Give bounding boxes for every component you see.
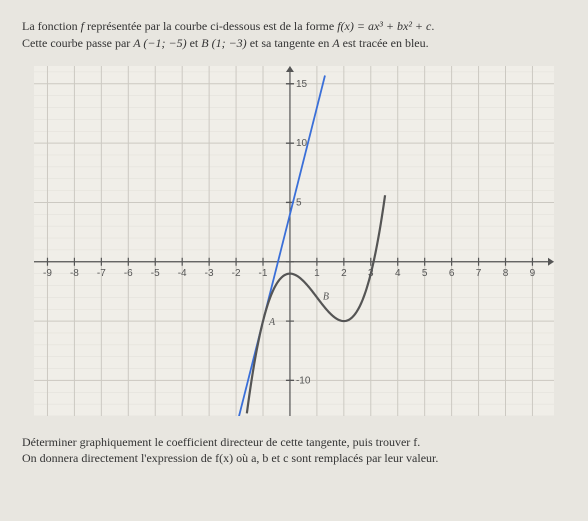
problem-line-1: La fonction f représentée par la courbe … — [22, 18, 566, 35]
svg-text:-9: -9 — [43, 267, 52, 278]
svg-text:-3: -3 — [205, 267, 214, 278]
svg-text:8: 8 — [503, 267, 509, 278]
svg-text:-7: -7 — [97, 267, 106, 278]
svg-text:2: 2 — [341, 267, 347, 278]
txt: Cette courbe passe par — [22, 36, 133, 50]
point-b: B (1; −3) — [201, 36, 246, 50]
point-a: A (−1; −5) — [133, 36, 186, 50]
svg-text:-4: -4 — [178, 267, 187, 278]
svg-text:15: 15 — [296, 78, 308, 89]
svg-text:-2: -2 — [232, 267, 241, 278]
txt: . — [417, 435, 420, 449]
svg-text:5: 5 — [296, 197, 302, 208]
question-line-1: Déterminer graphiquement le coefficient … — [22, 434, 566, 451]
svg-text:7: 7 — [476, 267, 482, 278]
svg-text:-6: -6 — [124, 267, 133, 278]
question-line-2: On donnera directement l'expression de f… — [22, 450, 566, 467]
svg-text:1: 1 — [314, 267, 320, 278]
function-chart: -9-8-7-6-5-4-3-2-1123456789-1051015AB — [34, 66, 554, 416]
svg-text:-1: -1 — [259, 267, 268, 278]
svg-text:10: 10 — [296, 138, 308, 149]
txt: est tracée en bleu. — [340, 36, 429, 50]
txt: . — [431, 19, 434, 33]
formula: f(x) = ax³ + bx² + c — [337, 19, 431, 33]
question-block: Déterminer graphiquement le coefficient … — [22, 434, 566, 468]
txt: Déterminer graphiquement le coefficient … — [22, 435, 413, 449]
txt: La fonction — [22, 19, 81, 33]
point-a-name: A — [332, 36, 339, 50]
expr: f(x) — [215, 451, 233, 465]
svg-text:-8: -8 — [70, 267, 79, 278]
txt: et — [187, 36, 202, 50]
svg-text:6: 6 — [449, 267, 455, 278]
problem-line-2: Cette courbe passe par A (−1; −5) et B (… — [22, 35, 566, 52]
svg-text:-10: -10 — [296, 375, 311, 386]
vars: a, b et c — [251, 451, 288, 465]
txt: représentée par la courbe ci-dessous est… — [84, 19, 337, 33]
txt: et sa tangente en — [247, 36, 333, 50]
chart-container: -9-8-7-6-5-4-3-2-1123456789-1051015AB — [34, 66, 554, 416]
svg-text:9: 9 — [530, 267, 536, 278]
txt: où — [233, 451, 251, 465]
svg-text:-5: -5 — [151, 267, 160, 278]
svg-text:4: 4 — [395, 267, 401, 278]
txt: On donnera directement l'expression de — [22, 451, 215, 465]
svg-text:A: A — [268, 317, 276, 328]
txt: sont remplacés par leur valeur. — [288, 451, 438, 465]
problem-statement: La fonction f représentée par la courbe … — [22, 18, 566, 52]
svg-text:B: B — [323, 291, 329, 302]
svg-text:5: 5 — [422, 267, 428, 278]
